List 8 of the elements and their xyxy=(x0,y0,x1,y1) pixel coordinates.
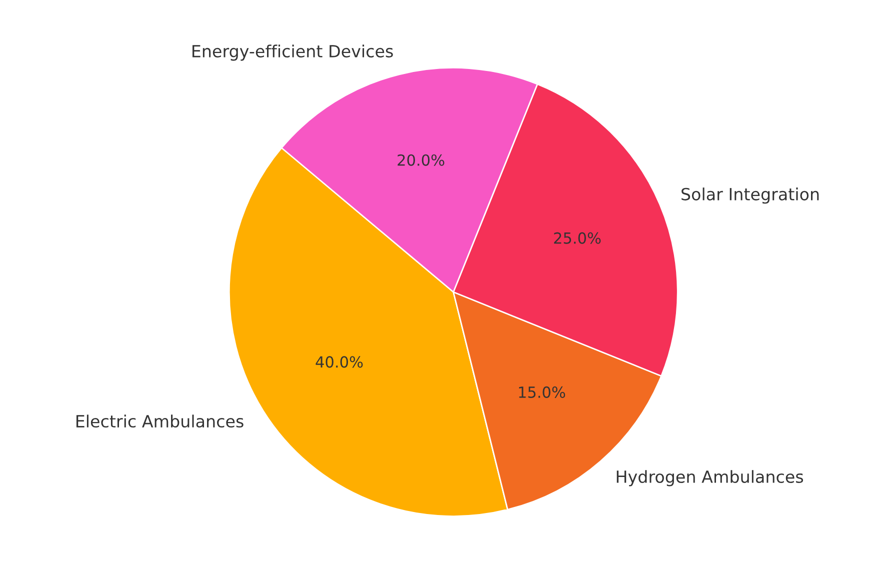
slice-label: Hydrogen Ambulances xyxy=(616,470,804,486)
slice-label: Electric Ambulances xyxy=(76,414,244,428)
data-label: 15.0% xyxy=(519,386,566,398)
data-label: 20.0% xyxy=(398,154,444,166)
data-label: 25.0% xyxy=(554,232,601,244)
slice-label: Solar Integration xyxy=(682,188,819,204)
data-label: 40.0% xyxy=(316,356,363,368)
slice-label: Energy-efficient Devices xyxy=(192,44,393,61)
